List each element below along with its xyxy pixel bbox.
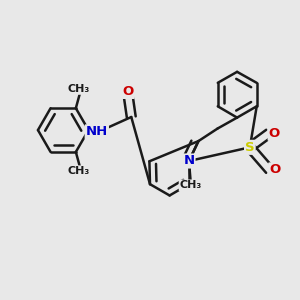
- Text: O: O: [269, 164, 281, 176]
- Text: O: O: [122, 85, 134, 98]
- Text: CH₃: CH₃: [180, 180, 202, 190]
- Text: N: N: [183, 154, 194, 167]
- Text: CH₃: CH₃: [68, 166, 90, 176]
- Text: S: S: [245, 141, 255, 154]
- Text: CH₃: CH₃: [68, 84, 90, 94]
- Text: NH: NH: [86, 125, 108, 138]
- Text: O: O: [268, 127, 280, 140]
